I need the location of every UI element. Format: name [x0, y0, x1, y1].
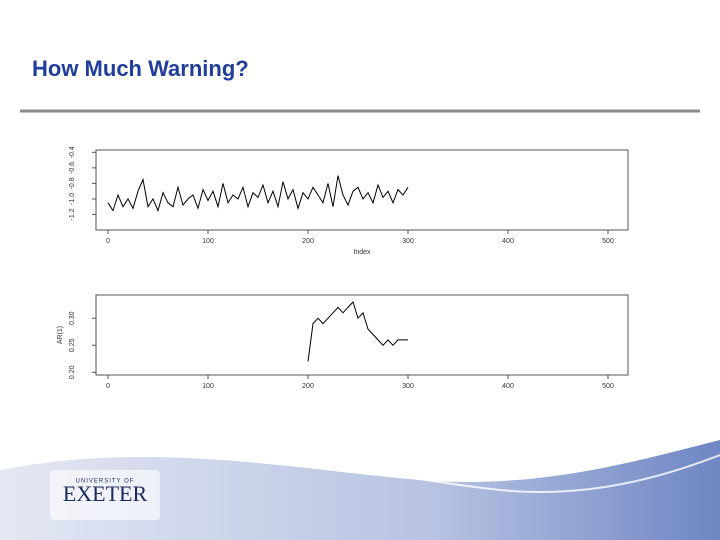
- y-tick-label: -1.0: [69, 193, 76, 205]
- footer-swoosh: [0, 443, 720, 493]
- x-tick-label: 100: [202, 383, 214, 390]
- plot-frame: [95, 149, 629, 231]
- y-axis-label: AR(1): [57, 326, 64, 344]
- data-line: [107, 175, 409, 213]
- x-axis-label: Index: [353, 249, 371, 256]
- x-tick-label: 400: [502, 383, 514, 390]
- logo-backing: [50, 470, 160, 520]
- y-tick-label: 0.20: [69, 365, 76, 379]
- footer-wave: [0, 440, 720, 540]
- y-tick-label: 0.25: [69, 338, 76, 352]
- logo-top: UNIVERSITY OF: [76, 479, 135, 485]
- x-tick-label: 0: [106, 383, 110, 390]
- x-tick-label: 500: [602, 383, 614, 390]
- x-tick-label: 200: [302, 383, 314, 390]
- y-tick-label: 0.30: [69, 311, 76, 325]
- slide-title: How Much Warning?: [32, 56, 249, 81]
- x-tick-label: 300: [402, 238, 414, 245]
- x-tick-label: 400: [502, 238, 514, 245]
- x-tick-label: 0: [106, 238, 110, 245]
- logo-name: EXETER: [63, 481, 148, 506]
- y-tick-label: -0.4: [69, 146, 76, 158]
- data-line: [307, 301, 408, 362]
- x-tick-label: 500: [602, 238, 614, 245]
- x-tick-label: 100: [202, 238, 214, 245]
- y-tick-label: -1.2: [69, 208, 76, 220]
- y-tick-label: -0.8: [69, 177, 76, 189]
- plot-frame: [95, 294, 629, 376]
- charts: 0 100 200 300 400 500 -1.2 -1.0 -0.8 -0.6 -0.4 Inde…: [57, 146, 629, 390]
- y-tick-label: -0.6: [69, 162, 76, 174]
- x-tick-label: 200: [302, 238, 314, 245]
- x-tick-label: 300: [402, 383, 414, 390]
